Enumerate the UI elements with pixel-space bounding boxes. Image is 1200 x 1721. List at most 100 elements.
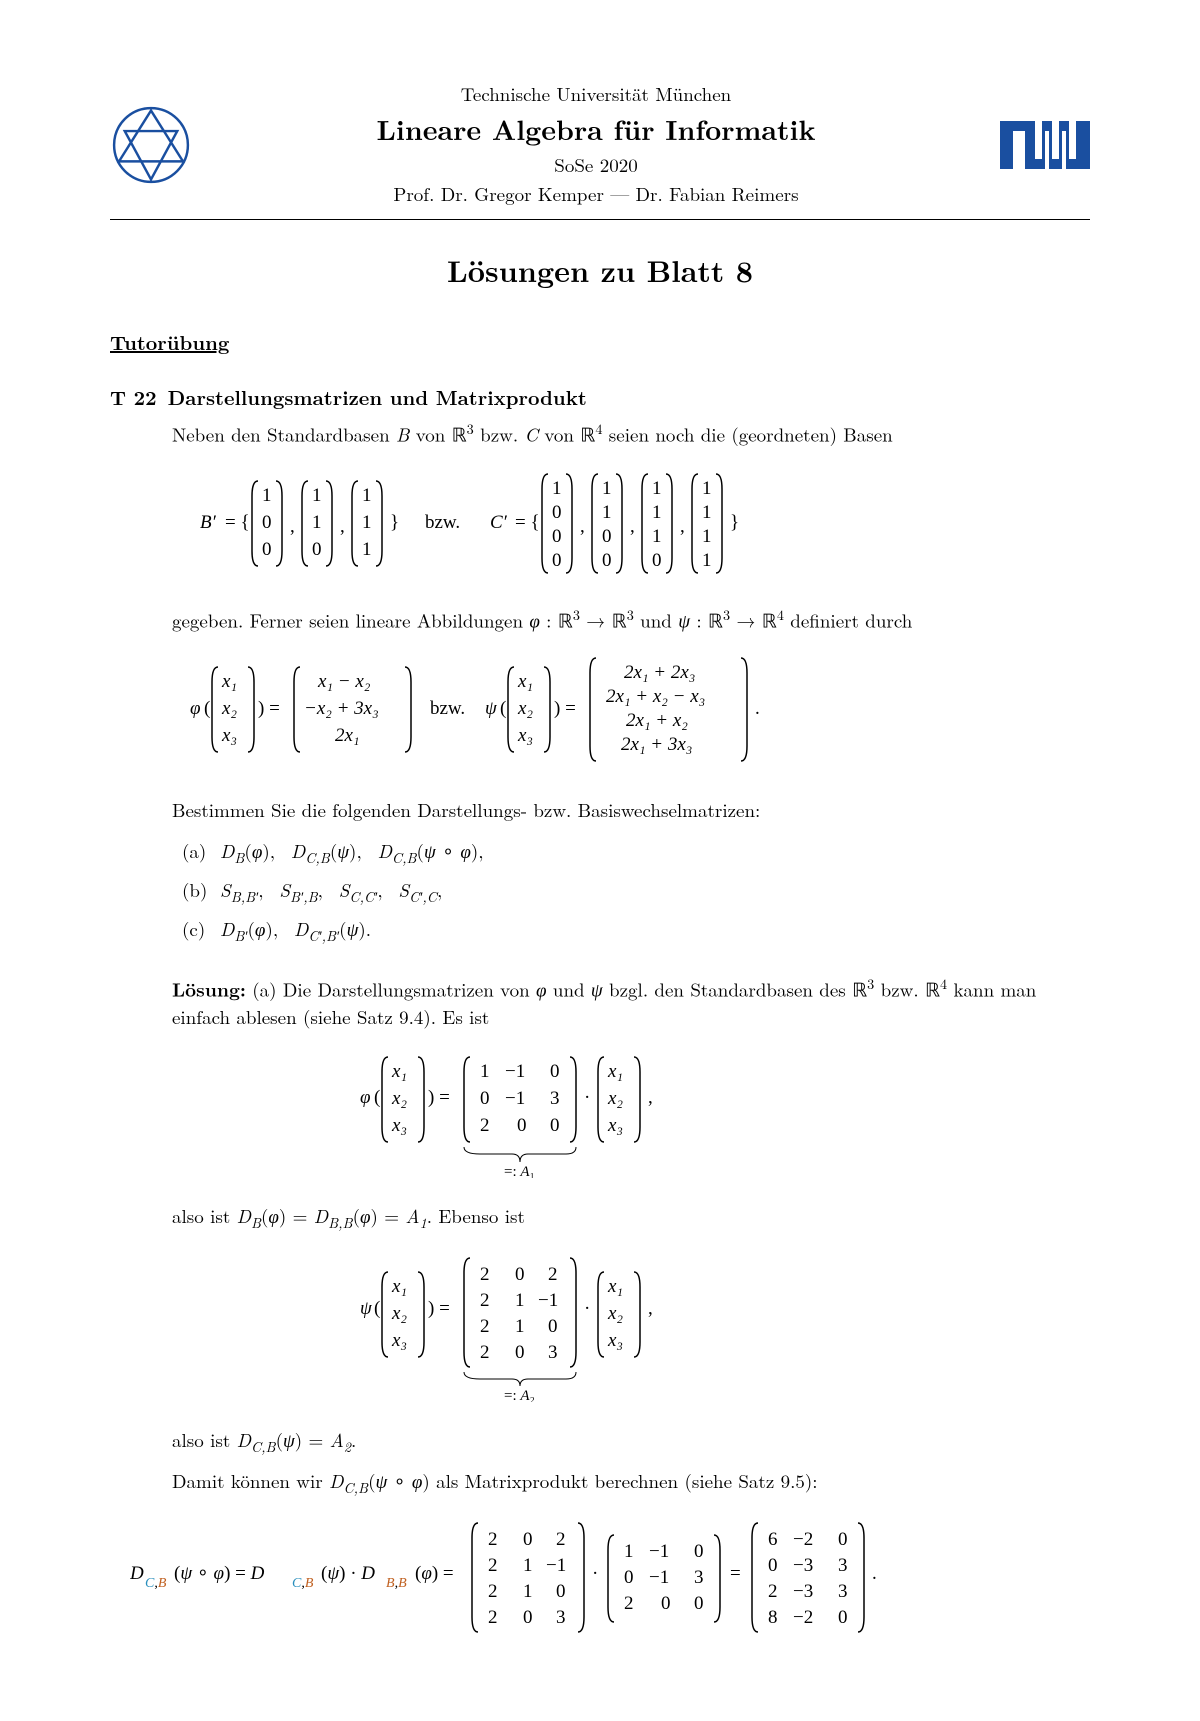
- svg-text:1: 1: [362, 512, 372, 533]
- svg-text:−1: −1: [538, 1290, 558, 1311]
- svg-text:0: 0: [694, 1541, 704, 1562]
- svg-text:0: 0: [624, 1567, 634, 1588]
- list-item-b: (b)SB,B′, SB′,B, SC,C′, SC′,C,: [182, 872, 1090, 911]
- psi-matrix-A2: ψ( x₁x₂x₃ ) = 202 21−1 210 203 =: A₂: [110, 1252, 1090, 1408]
- svg-text:0: 0: [602, 526, 612, 547]
- svg-text:x₂: x₂: [221, 698, 237, 719]
- svg-text:x₁: x₁: [391, 1276, 407, 1297]
- svg-text:·: ·: [592, 1563, 598, 1584]
- svg-text:2: 2: [488, 1607, 498, 1628]
- svg-text:(: (: [500, 698, 506, 719]
- task-heading: T 22 Darstellungsmatrizen und Matrixprod…: [110, 382, 1090, 411]
- svg-text:x₃: x₃: [221, 725, 237, 746]
- svg-text:2x₁ + x₂ − x₃: 2x₁ + x₂ − x₃: [606, 686, 705, 707]
- svg-text:x₃: x₃: [607, 1115, 623, 1136]
- solution-a-intro: Lösung: (a) Die Darstellungsmatrizen von…: [172, 974, 1090, 1030]
- svg-text:D: D: [130, 1563, 144, 1584]
- svg-text:0: 0: [552, 550, 562, 571]
- svg-text:1: 1: [312, 512, 322, 533]
- svg-text:6: 6: [768, 1529, 778, 1550]
- svg-text:0: 0: [517, 1115, 527, 1136]
- svg-text:1: 1: [624, 1541, 634, 1562]
- svg-text:,: ,: [340, 516, 345, 537]
- svg-text:1: 1: [702, 502, 712, 523]
- svg-text:0: 0: [262, 539, 272, 560]
- svg-text:0: 0: [515, 1264, 525, 1285]
- svg-text:x₂: x₂: [391, 1088, 407, 1109]
- svg-text:1: 1: [702, 550, 712, 571]
- solution-line2: also ist DC,B(ψ) = A2.: [172, 1426, 1090, 1457]
- document-page: Technische Universität München Lineare A…: [0, 0, 1200, 1721]
- svg-text:−x₂ + 3x₃: −x₂ + 3x₃: [304, 698, 379, 719]
- svg-text:2: 2: [480, 1264, 490, 1285]
- svg-text:bzw.: bzw.: [430, 698, 465, 719]
- svg-text:(ψ ∘ φ) = D: (ψ ∘ φ) = D: [174, 1563, 265, 1584]
- svg-text:2: 2: [556, 1529, 566, 1550]
- svg-text:0: 0: [661, 1593, 671, 1614]
- svg-text:0: 0: [552, 526, 562, 547]
- solution-line3: Damit können wir DC,B(ψ ∘ φ) als Matrixp…: [172, 1467, 1090, 1498]
- svg-text:(φ) =: (φ) =: [415, 1563, 454, 1584]
- task-item-list: (a)DB(φ), DC,B(ψ), DC,B(ψ ∘ φ), (b)SB,B′…: [182, 833, 1090, 950]
- svg-text:−1: −1: [505, 1088, 525, 1109]
- svg-text:2: 2: [480, 1290, 490, 1311]
- svg-text:1: 1: [652, 526, 662, 547]
- svg-text:x₁: x₁: [391, 1061, 407, 1082]
- math-dept-logo-icon: [110, 104, 192, 186]
- svg-text:x₃: x₃: [607, 1330, 623, 1351]
- svg-text:−1: −1: [546, 1555, 566, 1576]
- svg-text:3: 3: [548, 1342, 558, 1363]
- phi-psi-definition: φ( x₁x₂x₃ ) = x₁ − x₂ −x₂ + 3x₃ 2x₁ bzw.…: [110, 652, 1090, 778]
- svg-text:C,B: C,B: [292, 1576, 314, 1591]
- svg-text:0: 0: [550, 1061, 560, 1082]
- svg-text:x₃: x₃: [391, 1330, 407, 1351]
- bases-definition: B′ = { 1 0 0 , 1 1 0 , 1 1 1: [110, 466, 1090, 587]
- svg-text:,: ,: [648, 1298, 653, 1319]
- svg-text:ψ: ψ: [485, 698, 498, 719]
- task-prompt: Bestimmen Sie die folgenden Darstellungs…: [172, 796, 1090, 824]
- svg-text:= {: = {: [515, 512, 540, 533]
- svg-text:,: ,: [290, 516, 295, 537]
- svg-text:−1: −1: [649, 1567, 669, 1588]
- svg-text:−1: −1: [505, 1061, 525, 1082]
- svg-text:2: 2: [624, 1593, 634, 1614]
- svg-text:1: 1: [362, 485, 372, 506]
- section-heading: Tutorübung: [110, 327, 1090, 356]
- svg-text:2: 2: [488, 1529, 498, 1550]
- svg-text:2x₁ + 2x₃: 2x₁ + 2x₃: [624, 662, 695, 683]
- maps-intro: gegeben. Ferner seien lineare Abbildunge…: [172, 605, 1090, 634]
- svg-text:2x₁ + 3x₃: 2x₁ + 3x₃: [621, 734, 692, 755]
- svg-text:−3: −3: [793, 1581, 813, 1602]
- list-item-a: (a)DB(φ), DC,B(ψ), DC,B(ψ ∘ φ),: [182, 833, 1090, 872]
- svg-text:0: 0: [838, 1529, 848, 1550]
- svg-text:3: 3: [838, 1581, 848, 1602]
- svg-text:1: 1: [515, 1290, 525, 1311]
- solution-label: Lösung:: [172, 974, 246, 1002]
- svg-text:C′: C′: [490, 512, 508, 533]
- svg-text:(: (: [374, 1298, 380, 1319]
- svg-text:B′: B′: [200, 512, 217, 533]
- university-name: Technische Universität München: [192, 80, 1000, 107]
- svg-text:3: 3: [556, 1607, 566, 1628]
- svg-text:0: 0: [694, 1593, 704, 1614]
- svg-text:0: 0: [262, 512, 272, 533]
- svg-text:=: =: [730, 1563, 741, 1584]
- svg-text:0: 0: [548, 1316, 558, 1337]
- svg-text:1: 1: [480, 1061, 490, 1082]
- svg-text:0: 0: [312, 539, 322, 560]
- svg-text:0: 0: [556, 1581, 566, 1602]
- page-header: Technische Universität München Lineare A…: [110, 80, 1090, 220]
- tum-logo-icon: [1000, 121, 1090, 169]
- svg-text:0: 0: [602, 550, 612, 571]
- svg-text:2: 2: [480, 1342, 490, 1363]
- svg-text:x₁: x₁: [607, 1276, 623, 1297]
- svg-text:·: ·: [584, 1298, 590, 1319]
- solution-line1: also ist DB(φ) = DB,B(φ) = A1. Ebenso is…: [172, 1202, 1090, 1233]
- svg-text:x₃: x₃: [391, 1115, 407, 1136]
- svg-text:2x₁ + x₂: 2x₁ + x₂: [626, 710, 688, 731]
- task-number: T 22: [110, 382, 160, 411]
- svg-text:(: (: [374, 1087, 380, 1108]
- svg-text:2: 2: [488, 1555, 498, 1576]
- svg-text:φ: φ: [190, 698, 201, 719]
- svg-text:x₃: x₃: [517, 725, 533, 746]
